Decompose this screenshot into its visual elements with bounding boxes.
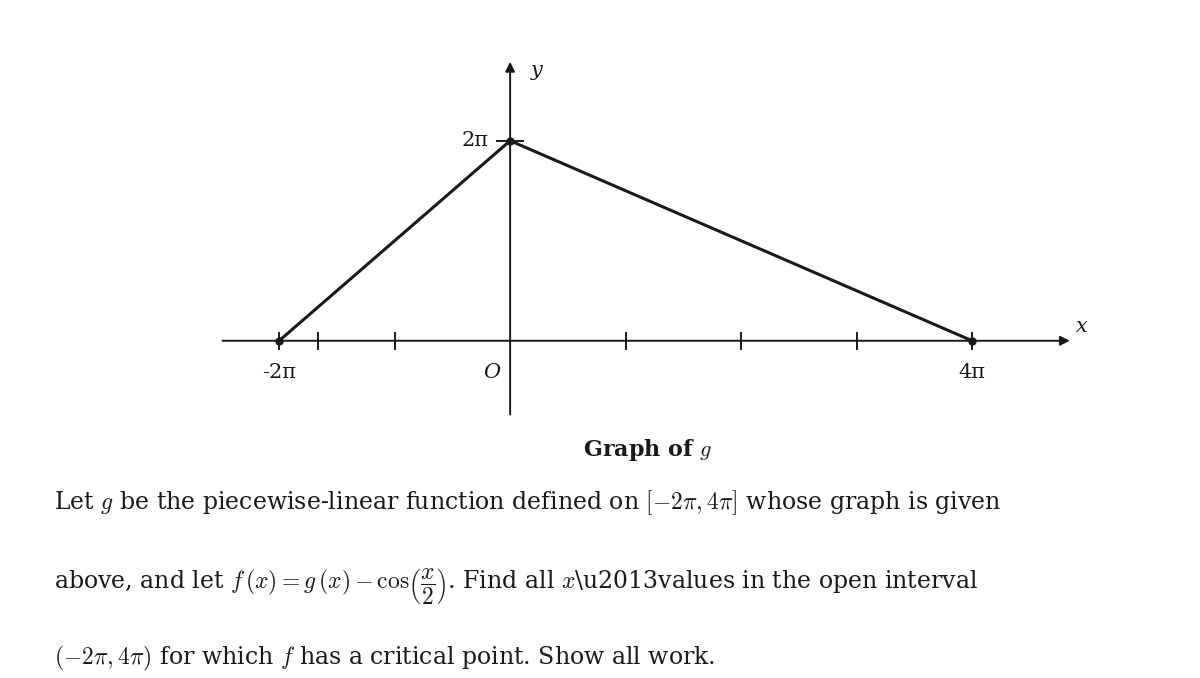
Text: x: x <box>1076 317 1088 336</box>
Text: Graph of $g$: Graph of $g$ <box>583 437 713 463</box>
Text: -2π: -2π <box>262 363 296 382</box>
Text: $(-2\pi, 4\pi)$ for which $f$ has a critical point. Show all work.: $(-2\pi, 4\pi)$ for which $f$ has a crit… <box>54 644 715 673</box>
Text: 2π: 2π <box>461 132 488 151</box>
Text: 4π: 4π <box>959 363 985 382</box>
Text: above, and let $f\,(x) = g\,(x) - \cos\!\left(\dfrac{x}{2}\right)$. Find all $x$: above, and let $f\,(x) = g\,(x) - \cos\!… <box>54 566 978 606</box>
Text: O: O <box>484 363 500 382</box>
Text: Let $g$ be the piecewise-linear function defined on $[-2\pi, 4\pi]$ whose graph : Let $g$ be the piecewise-linear function… <box>54 488 1001 517</box>
Text: y: y <box>530 60 542 79</box>
